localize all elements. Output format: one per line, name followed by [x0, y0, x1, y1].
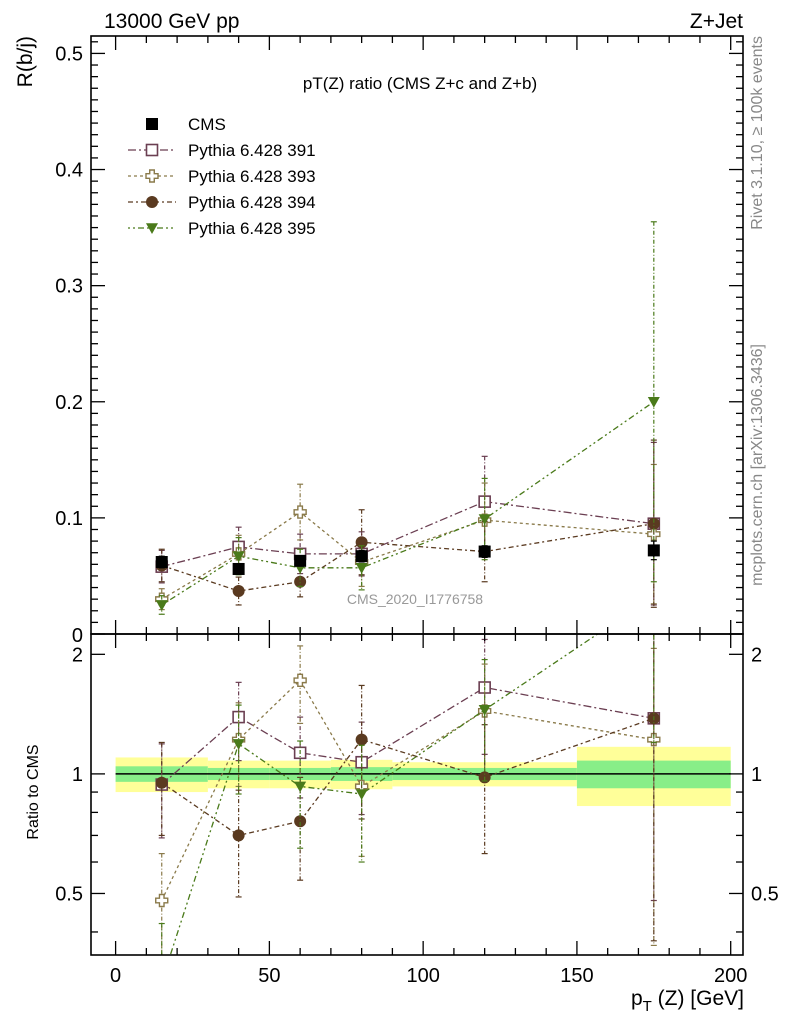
x-tick-label: 0 [110, 965, 121, 987]
ratio-y-tick-label-right: 2 [751, 644, 762, 666]
header-right: Z+Jet [690, 10, 743, 33]
ratio-uncertainty-band [115, 746, 731, 807]
legend-entry-s394: Pythia 6.428 394 [128, 193, 316, 212]
legend-label: Pythia 6.428 395 [188, 219, 316, 238]
main-series-s391 [155, 441, 661, 606]
data-point [232, 829, 245, 842]
data-point [647, 544, 660, 557]
data-point [478, 704, 491, 716]
data-point [293, 505, 307, 519]
y-tick-label: 0.1 [55, 508, 83, 530]
main-series-s394 [155, 439, 660, 608]
data-point [155, 776, 168, 789]
main-series-cms [155, 540, 660, 575]
data-point [647, 517, 660, 530]
ratio-y-tick-label-right: 0.5 [751, 883, 779, 905]
data-point [294, 554, 307, 567]
data-point [232, 562, 245, 575]
chart-title: pT(Z) ratio (CMS Z+c and Z+b) [303, 74, 537, 93]
data-point [293, 673, 307, 688]
data-point [155, 556, 168, 569]
x-tick-label: 200 [714, 965, 747, 987]
data-point [294, 815, 307, 828]
series-line [169, 634, 599, 955]
legend-entry-cms: CMS [146, 115, 226, 134]
series-line [161, 686, 654, 786]
side-label-rivet: Rivet 3.1.10, ≥ 100k events [749, 36, 766, 230]
data-point [355, 733, 368, 746]
series-line [161, 500, 654, 568]
y-tick-label: 0.3 [55, 276, 83, 298]
data-point [355, 550, 368, 563]
legend-label: Pythia 6.428 391 [188, 141, 316, 160]
plot-layer: 0 50 100 150 200 0.1 0.2 0.3 0.4 0.5 0 0.5 0.5 1 1 2 2 [55, 35, 779, 988]
data-point [478, 545, 491, 558]
data-point [232, 551, 245, 563]
series-line [161, 511, 654, 600]
main-series-s393 [155, 463, 661, 611]
data-point [355, 789, 368, 800]
data-point [647, 732, 661, 747]
data-point [294, 781, 307, 793]
data-point [156, 977, 168, 988]
legend-marker [145, 143, 159, 157]
series-line [161, 523, 654, 592]
x-axis-label: pT (Z) [GeV] [631, 987, 744, 1015]
data-point [155, 600, 168, 611]
legend-entry-s393: Pythia 6.428 393 [128, 167, 316, 186]
legend-marker [146, 196, 158, 208]
legend-marker [146, 118, 158, 130]
ratio-y-tick-label-right: 1 [751, 764, 762, 786]
data-point [232, 585, 245, 598]
y-tick-label: 0.4 [55, 160, 83, 182]
legend-label: Pythia 6.428 393 [188, 167, 316, 186]
y-axis-label: R(b/j) [14, 36, 37, 87]
data-point [294, 575, 307, 588]
data-point [478, 514, 491, 526]
legend-marker [145, 169, 159, 183]
header-left: 13000 GeV pp [104, 10, 239, 33]
series-line [161, 679, 654, 901]
legend-entry-s391: Pythia 6.428 391 [128, 141, 316, 160]
legend-label: CMS [188, 115, 226, 134]
ratio-y-axis-label: Ratio to CMS [25, 744, 42, 839]
watermark: CMS_2020_I1776758 [347, 591, 483, 607]
ratio-y-tick-label: 1 [72, 764, 83, 786]
y-tick-label: 0.2 [55, 392, 83, 414]
ratio-panel-frame [90, 633, 744, 956]
legend-label: Pythia 6.428 394 [188, 193, 316, 212]
x-tick-label: 100 [406, 965, 439, 987]
series-line [161, 401, 655, 606]
series-line [161, 717, 655, 837]
x-tick-label: 50 [258, 965, 280, 987]
ratio-y-tick-label: 2 [72, 644, 83, 666]
main-series-s395 [155, 221, 660, 615]
data-point [647, 396, 660, 408]
x-tick-label: 150 [560, 965, 593, 987]
data-point [155, 893, 169, 908]
y-tick-label: 0.5 [55, 43, 83, 65]
data-point [355, 563, 368, 574]
ratio-series-s395 [156, 634, 657, 988]
ratio-y-tick-label: 0.5 [55, 883, 83, 905]
side-label-mcplots: mcplots.cern.ch [arXiv:1306.3436] [749, 344, 766, 586]
y-tick-label: 0 [72, 625, 83, 647]
data-point [232, 739, 245, 750]
legend: CMS Pythia 6.428 391 Pythia 6.428 393 Pythi… [128, 115, 316, 238]
legend-entry-s395: Pythia 6.428 395 [128, 219, 316, 238]
legend-marker [146, 223, 158, 234]
